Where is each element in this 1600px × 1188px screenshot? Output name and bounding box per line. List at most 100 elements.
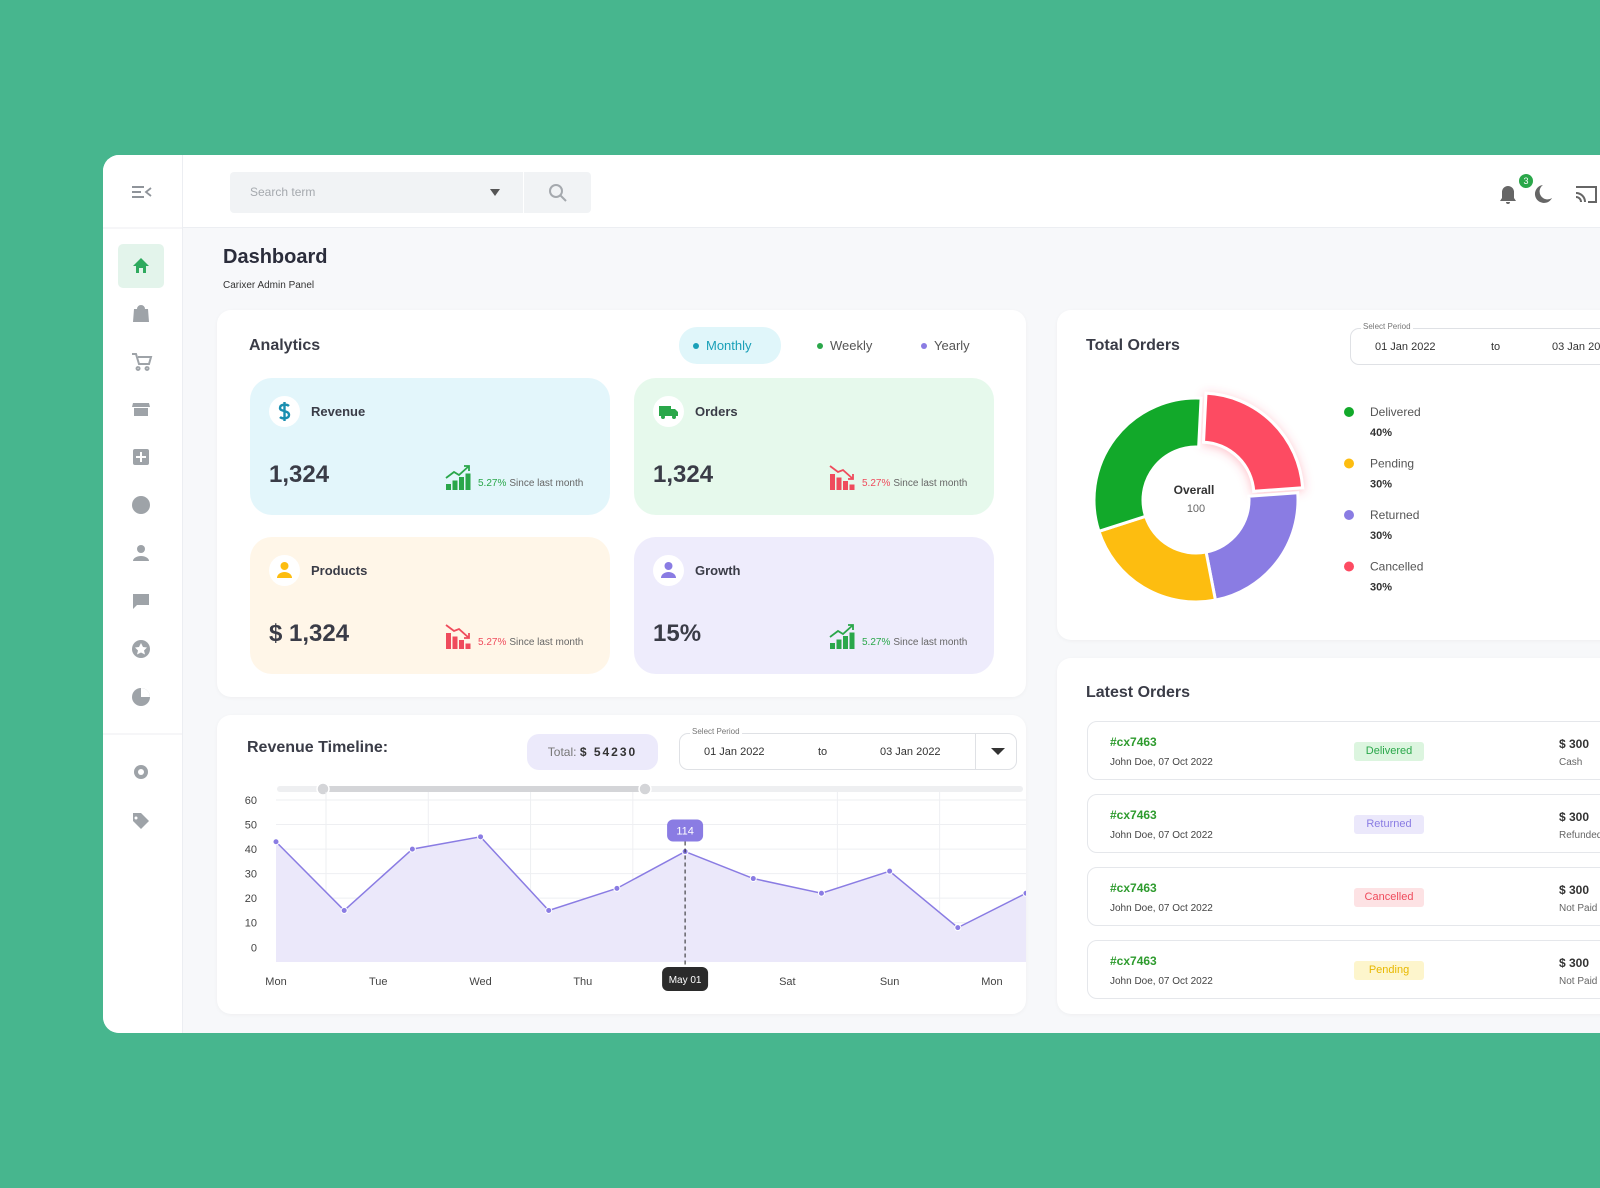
period-from: 01 Jan 2022 (704, 746, 765, 758)
nav-store[interactable] (132, 403, 150, 416)
nav-money[interactable] (132, 496, 150, 514)
stat-value: 15% (653, 620, 702, 647)
point (613, 884, 621, 892)
nav-cart[interactable] (132, 353, 153, 371)
theme-icon[interactable] (1534, 185, 1552, 203)
order-row[interactable]: #cx7463 John Doe, 07 Oct 2022 Pending $ 300… (1087, 940, 1600, 999)
latest-orders-title: Latest Orders (1086, 684, 1191, 701)
order-customer: John Doe, 07 Oct 2022 (1110, 757, 1213, 768)
nav-bag[interactable] (133, 305, 149, 322)
order-row[interactable]: #cx7463 John Doe, 07 Oct 2022 Delivered $ 3… (1087, 721, 1600, 780)
point (1022, 889, 1026, 897)
trend-bar (452, 480, 458, 490)
range-handle[interactable] (638, 782, 652, 796)
legend-label: Delivered (1370, 405, 1421, 419)
stat-card: Growth 15% 5.27% Since last month (634, 537, 994, 674)
stat-icon (269, 396, 300, 427)
period-picker[interactable]: Select Period 01 Jan 2022 to 03 Jan 2022 (679, 727, 1017, 770)
y-tick-label: 50 (245, 820, 257, 832)
range-handle[interactable] (316, 782, 330, 796)
nav-home[interactable] (133, 258, 149, 273)
period-from: 01 Jan 2022 (1375, 341, 1436, 353)
y-tick-label: 60 (245, 795, 257, 807)
trend-icon (829, 624, 855, 649)
timeline-title: Revenue Timeline: (247, 739, 389, 756)
trend-bar (836, 477, 842, 490)
legend-dot (1344, 407, 1354, 417)
legend-dot (1344, 561, 1354, 572)
menu-icon[interactable] (132, 186, 144, 188)
stat-label: Revenue (311, 404, 366, 419)
stat-glyph (278, 402, 291, 421)
tab-label: Yearly (934, 338, 970, 353)
order-row[interactable]: #cx7463 John Doe, 07 Oct 2022 Returned $ 30… (1087, 794, 1600, 853)
search-box[interactable]: Search term (230, 172, 523, 213)
trend-bar (446, 484, 451, 490)
stat-label: Growth (695, 563, 741, 578)
period-tab[interactable]: Weekly (803, 327, 886, 364)
stat-icon (269, 555, 300, 586)
stat-glyph (277, 562, 292, 578)
period-until: 03 Jan 2022 (880, 746, 941, 758)
analytics-title: Analytics (249, 337, 321, 354)
order-row[interactable]: #cx7463 John Doe, 07 Oct 2022 Cancelled $ 3… (1087, 867, 1600, 926)
stat-change-row: 5.27% Since last month (478, 478, 583, 489)
order-customer: John Doe, 07 Oct 2022 (1110, 903, 1213, 914)
annotation-tag (667, 819, 704, 842)
search-dropdown[interactable] (490, 189, 500, 197)
search-button[interactable] (524, 172, 591, 213)
x-tick-label: Sun (880, 976, 900, 988)
search-icon (549, 184, 567, 202)
sidebar (103, 155, 183, 1033)
legend-label: Pending (1370, 457, 1414, 471)
line (275, 836, 1026, 929)
stat-glyph (659, 406, 678, 419)
nav-user[interactable] (137, 545, 145, 553)
stat-change: 5.27% (478, 637, 507, 648)
donut-center-label: Overall (1174, 483, 1215, 497)
order-customer: John Doe, 07 Oct 2022 (1110, 830, 1213, 841)
trend-bar (452, 636, 458, 649)
point (817, 889, 825, 897)
x-tick-label: Thu (573, 976, 592, 988)
donut-segment (1092, 396, 1203, 534)
sidebar-icons (103, 186, 182, 829)
bell-icon[interactable] (1500, 186, 1516, 204)
point (408, 845, 416, 853)
annotation-label-bg (662, 967, 709, 991)
point (954, 924, 962, 932)
order-method: Not Paid (1559, 976, 1598, 987)
trend-bar (459, 477, 464, 490)
trend-arrow (445, 624, 470, 639)
stat-change-row: 5.27% Since last month (862, 478, 967, 489)
trend-bar (849, 632, 855, 649)
order-id: #cx7463 (1110, 881, 1157, 895)
period-tab[interactable]: Monthly (679, 327, 781, 364)
orders-period-picker[interactable]: Select Period 01 Jan 2022 to 03 Jan 2022 (1350, 322, 1600, 365)
page-title: Dashboard (223, 246, 328, 268)
x-tick-label: Tue (369, 976, 388, 988)
x-tick-label: Wed (469, 976, 491, 988)
order-id: #cx7463 (1110, 808, 1157, 822)
tab-label: Weekly (830, 338, 873, 353)
stat-change-row: 5.27% Since last month (478, 637, 583, 648)
point (545, 906, 553, 914)
period-tab[interactable]: Yearly (907, 327, 984, 364)
order-customer: John Doe, 07 Oct 2022 (1110, 976, 1213, 987)
order-id: #cx7463 (1110, 735, 1157, 749)
notification-badge: 3 (1519, 174, 1533, 188)
nav-chat[interactable] (133, 594, 149, 609)
app-window: Search term 3 Dashboard Carixer Admin Pa… (103, 155, 1600, 1033)
period-dropdown[interactable] (991, 748, 1005, 756)
nav-tags[interactable] (133, 813, 149, 829)
stat-value: $ 1,324 (269, 620, 350, 647)
legend-dot (1344, 458, 1354, 469)
legend-dot (1344, 510, 1354, 520)
cast-icon[interactable] (1575, 186, 1597, 203)
tab-dot (817, 342, 823, 349)
trend-bar (849, 484, 855, 490)
order-status: Pending (1354, 961, 1424, 980)
trend-bar (459, 640, 464, 649)
trend-bar (830, 474, 835, 490)
order-amount: $ 300 (1559, 810, 1590, 824)
